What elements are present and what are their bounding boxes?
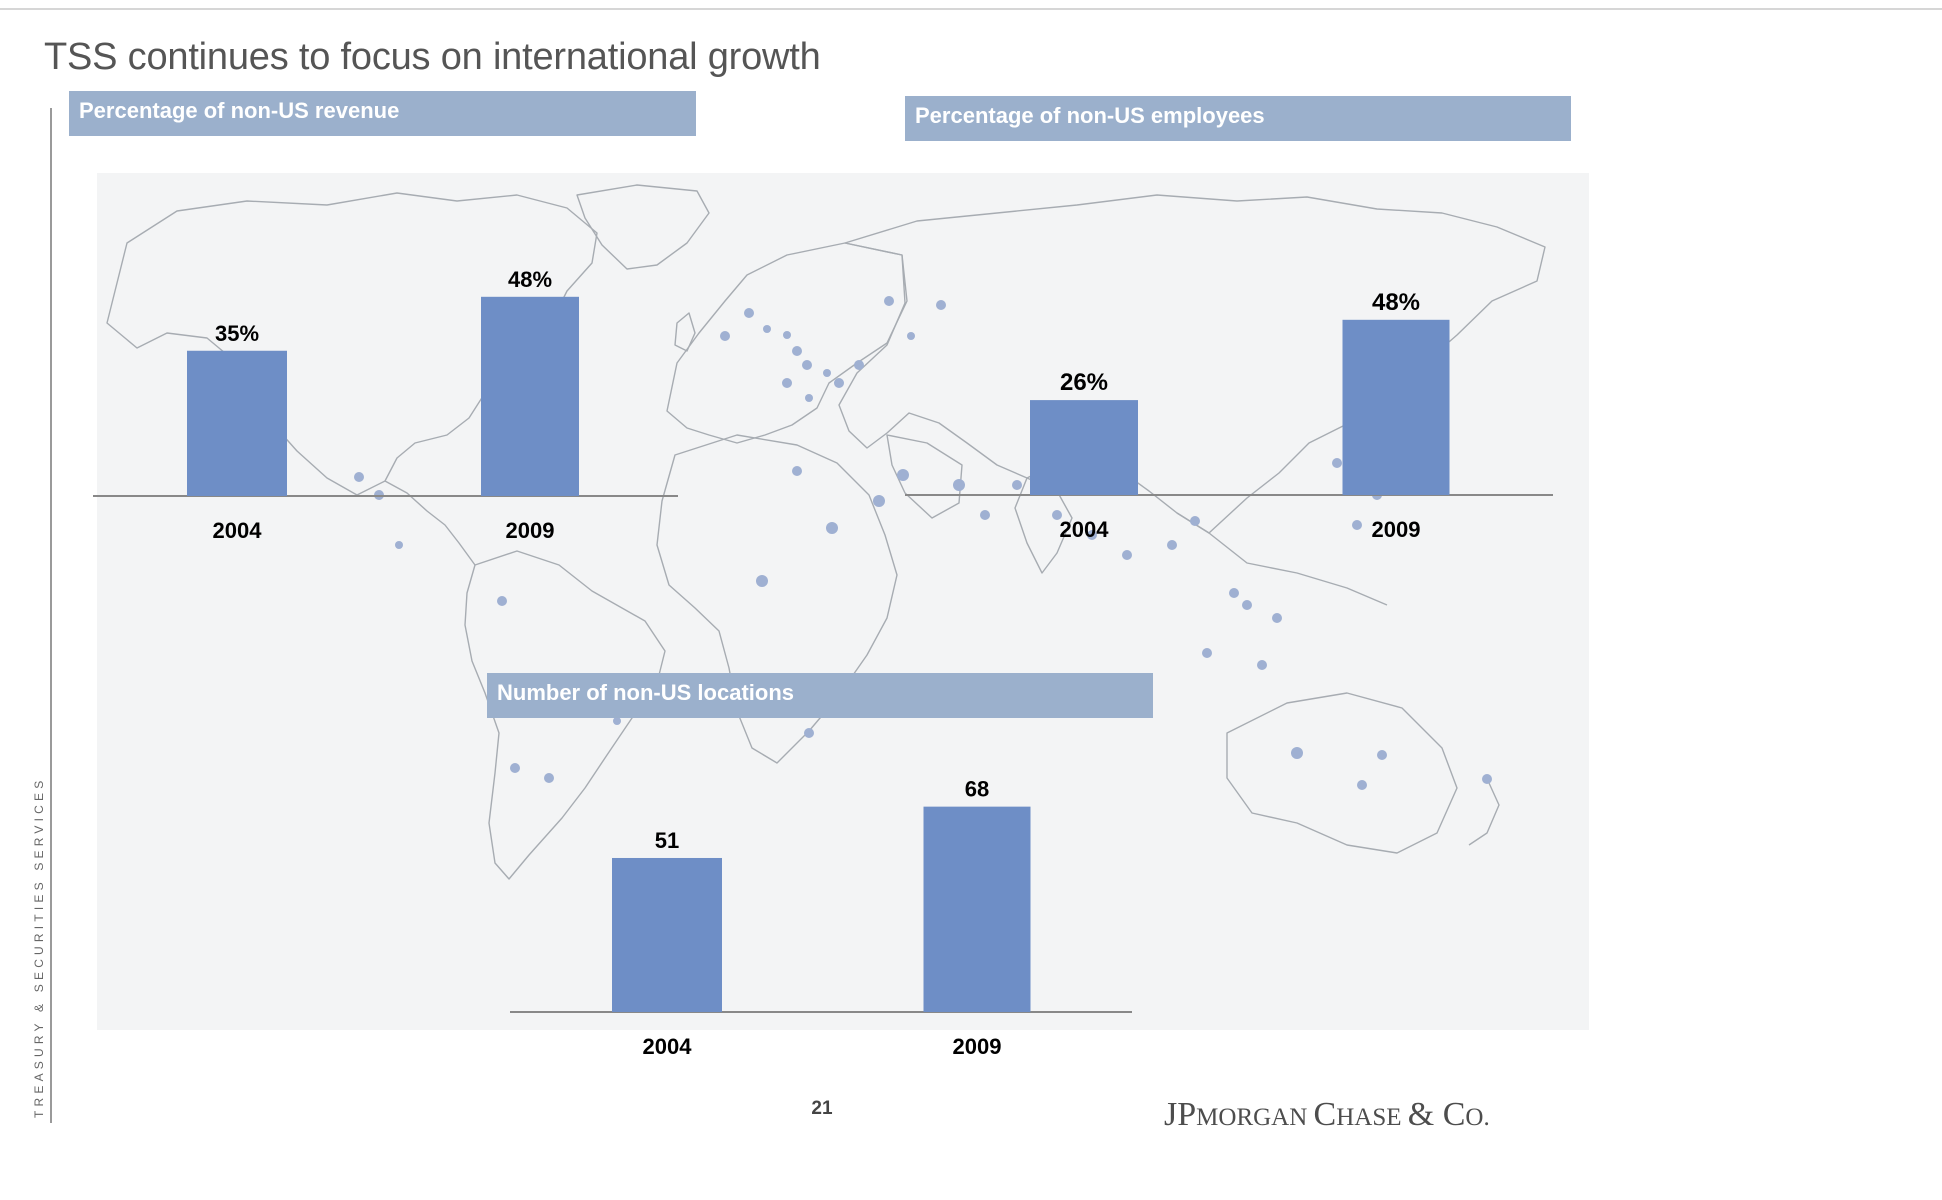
bar-2009 bbox=[1342, 319, 1450, 495]
value-label: 26% bbox=[1060, 369, 1108, 396]
employees-chart: 26% 2004 48% 2009 bbox=[905, 289, 1553, 542]
value-label: 48% bbox=[508, 267, 552, 292]
slide-title: TSS continues to focus on international … bbox=[44, 36, 821, 78]
location-dots bbox=[354, 296, 1492, 790]
southeast-asia-outline bbox=[1176, 512, 1388, 606]
side-rule bbox=[50, 108, 52, 1123]
category-label: 2009 bbox=[953, 1034, 1002, 1059]
employees-panel-header: Percentage of non-US employees bbox=[905, 96, 1571, 141]
world-map-background bbox=[97, 173, 1589, 1030]
bar-2009 bbox=[923, 806, 1031, 1012]
category-label: 2009 bbox=[1372, 517, 1421, 542]
category-label: 2009 bbox=[506, 518, 555, 543]
category-label: 2004 bbox=[643, 1034, 693, 1059]
asia-outline bbox=[838, 194, 1546, 534]
bar-2004 bbox=[1030, 400, 1138, 495]
category-label: 2004 bbox=[1060, 517, 1110, 542]
revenue-panel-header: Percentage of non-US revenue bbox=[69, 91, 696, 136]
arabia-outline bbox=[886, 434, 963, 519]
value-label: 51 bbox=[655, 828, 679, 853]
new-zealand-outline bbox=[1468, 782, 1500, 846]
bar-2004 bbox=[612, 857, 722, 1012]
bar-2004 bbox=[187, 350, 287, 496]
bar-2009 bbox=[481, 296, 579, 496]
locations-panel-header: Number of non-US locations bbox=[487, 673, 1153, 718]
greenland-outline bbox=[576, 184, 710, 270]
value-label: 68 bbox=[965, 777, 989, 802]
page-number: 21 bbox=[811, 1098, 833, 1119]
central-america-outline bbox=[384, 480, 476, 566]
category-label: 2004 bbox=[213, 518, 263, 543]
value-label: 48% bbox=[1372, 289, 1420, 316]
value-label: 35% bbox=[215, 321, 259, 346]
jpmorgan-chase-logo: JPMORGAN CHASE & CO. bbox=[1164, 1096, 1490, 1133]
top-rule bbox=[0, 8, 1942, 10]
uk-outline bbox=[674, 312, 696, 352]
australia-outline bbox=[1226, 692, 1458, 854]
locations-chart: 51 2004 68 2009 bbox=[510, 777, 1132, 1059]
south-america-outline bbox=[464, 550, 666, 880]
revenue-chart: 35% 2004 48% 2009 bbox=[93, 267, 678, 543]
europe-outline bbox=[666, 242, 908, 444]
